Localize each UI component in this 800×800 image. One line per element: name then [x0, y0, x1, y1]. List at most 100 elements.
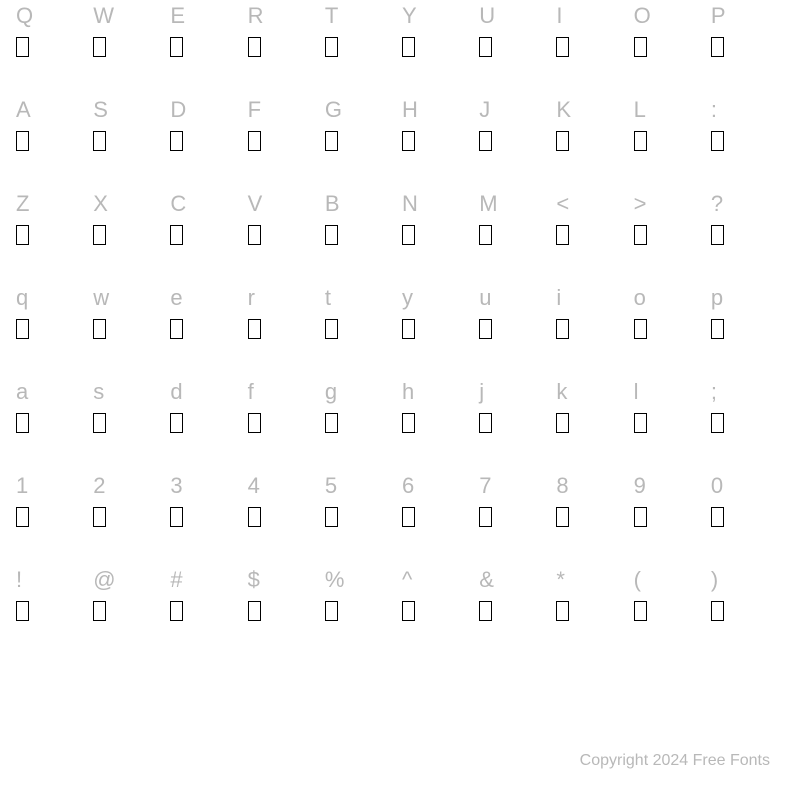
glyph-row	[14, 502, 786, 532]
char-label: 9	[632, 470, 709, 502]
row-group: ZXCVBNM<>?	[14, 188, 786, 250]
glyph-cell	[246, 32, 323, 62]
glyph-cell	[91, 596, 168, 626]
char-label: L	[632, 94, 709, 126]
char-label: K	[554, 94, 631, 126]
missing-glyph-icon	[325, 37, 338, 57]
glyph-cell	[477, 220, 554, 250]
glyph-cell	[323, 126, 400, 156]
char-label: O	[632, 0, 709, 32]
char-label-row: QWERTYUIOP	[14, 0, 786, 32]
glyph-cell	[14, 32, 91, 62]
missing-glyph-icon	[248, 225, 261, 245]
char-label: j	[477, 376, 554, 408]
row-group: 1234567890	[14, 470, 786, 532]
char-label: u	[477, 282, 554, 314]
char-label: i	[554, 282, 631, 314]
glyph-cell	[632, 314, 709, 344]
glyph-cell	[400, 502, 477, 532]
char-label: a	[14, 376, 91, 408]
char-label: J	[477, 94, 554, 126]
char-label: D	[168, 94, 245, 126]
glyph-cell	[400, 596, 477, 626]
char-label: :	[709, 94, 786, 126]
glyph-cell	[477, 408, 554, 438]
glyph-cell	[632, 220, 709, 250]
char-label: p	[709, 282, 786, 314]
char-label: 2	[91, 470, 168, 502]
missing-glyph-icon	[248, 131, 261, 151]
glyph-cell	[632, 596, 709, 626]
glyph-cell	[323, 408, 400, 438]
missing-glyph-icon	[16, 319, 29, 339]
missing-glyph-icon	[16, 507, 29, 527]
missing-glyph-icon	[402, 131, 415, 151]
glyph-cell	[554, 126, 631, 156]
glyph-cell	[246, 408, 323, 438]
char-label-row: asdfghjkl;	[14, 376, 786, 408]
missing-glyph-icon	[556, 131, 569, 151]
character-map-grid: QWERTYUIOP ASDFGHJKL: ZXCVBNM<>? qwertyuiop…	[14, 0, 786, 658]
char-label: @	[91, 564, 168, 596]
char-label: (	[632, 564, 709, 596]
glyph-cell	[14, 314, 91, 344]
missing-glyph-icon	[93, 225, 106, 245]
char-label: I	[554, 0, 631, 32]
copyright-text: Copyright 2024 Free Fonts	[580, 752, 770, 770]
glyph-cell	[554, 32, 631, 62]
char-label: U	[477, 0, 554, 32]
missing-glyph-icon	[248, 601, 261, 621]
glyph-cell	[400, 126, 477, 156]
missing-glyph-icon	[556, 225, 569, 245]
missing-glyph-icon	[93, 413, 106, 433]
missing-glyph-icon	[556, 37, 569, 57]
glyph-cell	[14, 502, 91, 532]
missing-glyph-icon	[16, 37, 29, 57]
missing-glyph-icon	[711, 319, 724, 339]
char-label-row: qwertyuiop	[14, 282, 786, 314]
char-label: H	[400, 94, 477, 126]
glyph-cell	[323, 220, 400, 250]
missing-glyph-icon	[16, 601, 29, 621]
missing-glyph-icon	[711, 225, 724, 245]
char-label: 0	[709, 470, 786, 502]
missing-glyph-icon	[93, 131, 106, 151]
missing-glyph-icon	[402, 37, 415, 57]
missing-glyph-icon	[170, 37, 183, 57]
missing-glyph-icon	[402, 225, 415, 245]
char-label: P	[709, 0, 786, 32]
char-label: 3	[168, 470, 245, 502]
char-label: X	[91, 188, 168, 220]
glyph-cell	[246, 502, 323, 532]
char-label: h	[400, 376, 477, 408]
missing-glyph-icon	[479, 413, 492, 433]
glyph-cell	[168, 220, 245, 250]
glyph-cell	[91, 408, 168, 438]
char-label: 4	[246, 470, 323, 502]
glyph-cell	[91, 314, 168, 344]
missing-glyph-icon	[16, 413, 29, 433]
glyph-cell	[709, 126, 786, 156]
char-label: 5	[323, 470, 400, 502]
char-label: k	[554, 376, 631, 408]
missing-glyph-icon	[248, 37, 261, 57]
char-label: ^	[400, 564, 477, 596]
char-label: q	[14, 282, 91, 314]
missing-glyph-icon	[556, 601, 569, 621]
missing-glyph-icon	[479, 37, 492, 57]
missing-glyph-icon	[248, 319, 261, 339]
char-label-row: ASDFGHJKL:	[14, 94, 786, 126]
glyph-row	[14, 126, 786, 156]
missing-glyph-icon	[634, 131, 647, 151]
char-label: C	[168, 188, 245, 220]
glyph-cell	[400, 314, 477, 344]
glyph-cell	[168, 502, 245, 532]
char-label: 7	[477, 470, 554, 502]
row-group: ASDFGHJKL:	[14, 94, 786, 156]
glyph-cell	[554, 596, 631, 626]
glyph-cell	[91, 502, 168, 532]
char-label: >	[632, 188, 709, 220]
glyph-cell	[709, 220, 786, 250]
char-label: !	[14, 564, 91, 596]
glyph-cell	[477, 32, 554, 62]
